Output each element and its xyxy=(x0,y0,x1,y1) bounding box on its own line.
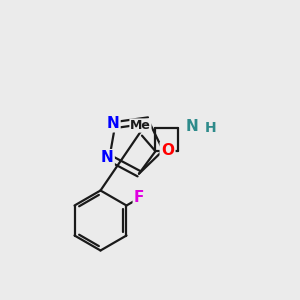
Text: N: N xyxy=(100,151,113,166)
Text: Me: Me xyxy=(130,119,151,132)
Text: F: F xyxy=(134,190,145,205)
Text: O: O xyxy=(161,143,174,158)
Text: H: H xyxy=(205,121,216,135)
Text: N: N xyxy=(185,119,198,134)
Text: N: N xyxy=(106,116,119,131)
